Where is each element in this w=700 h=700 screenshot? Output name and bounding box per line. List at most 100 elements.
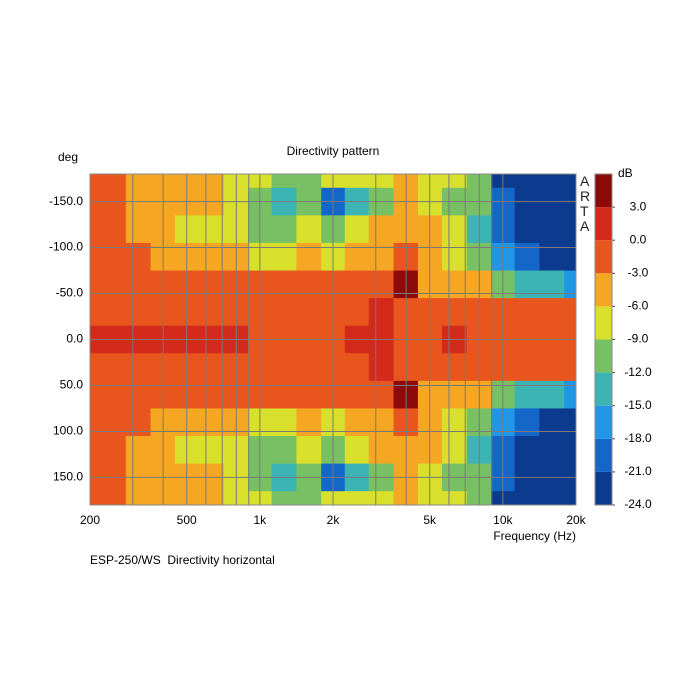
colorbar-swatch <box>595 471 612 505</box>
contour-cell <box>90 491 103 506</box>
contour-cell <box>564 353 577 382</box>
contour-cell <box>90 380 103 409</box>
contour-cell <box>296 298 322 327</box>
x-tick-label: 2k <box>327 513 341 527</box>
colorbar-swatch <box>595 438 612 472</box>
contour-cell <box>368 215 395 244</box>
contour-cell <box>90 242 103 272</box>
contour-cell <box>271 353 297 382</box>
contour-cell <box>101 215 127 244</box>
contour-cell <box>198 408 225 437</box>
colorbar-swatch <box>595 372 612 406</box>
contour-cell <box>198 491 225 506</box>
contour-cell <box>368 353 395 382</box>
contour-cell <box>514 298 540 327</box>
contour-cell <box>101 353 127 382</box>
colorbar-swatch <box>595 405 612 439</box>
contour-cell <box>271 215 297 244</box>
contour-cell <box>125 491 152 506</box>
contour-cell <box>344 215 370 244</box>
contour-cell <box>514 215 540 244</box>
contour-cell <box>125 408 152 437</box>
watermark: ARTA <box>580 173 591 234</box>
y-tick-label: 150.0 <box>53 470 83 484</box>
contour-cell <box>198 270 225 299</box>
contour-cell <box>198 174 225 189</box>
contour-cell <box>296 270 322 299</box>
contour-cell <box>344 174 370 189</box>
colorbar-swatch <box>595 240 612 274</box>
contour-cell <box>441 174 468 189</box>
contour-cell <box>368 491 395 506</box>
y-tick-label: 50.0 <box>60 378 84 392</box>
contour-cell <box>441 353 468 382</box>
x-axis-label: Frequency (Hz) <box>493 529 576 543</box>
colorbar-swatch <box>595 306 612 340</box>
contour-cell <box>344 270 370 299</box>
x-tick-label: 20k <box>566 513 586 527</box>
contour-cell <box>564 380 577 409</box>
footnote: ESP-250/WS Directivity horizontal <box>90 553 275 567</box>
contour-cell <box>564 408 577 437</box>
contour-cell <box>344 436 370 465</box>
contour-cell <box>271 270 297 299</box>
contour-cell <box>90 436 103 465</box>
colorbar-swatch <box>595 273 612 307</box>
contour-cell <box>368 174 395 189</box>
x-tick-label: 1k <box>254 513 268 527</box>
colorbar-tick-label: -3.0 <box>628 265 649 279</box>
contour-cell <box>271 436 297 465</box>
plot-border <box>89 173 577 506</box>
x-tick-label: 500 <box>177 513 197 527</box>
contour-cell <box>101 174 127 189</box>
contour-cell <box>564 270 577 299</box>
contour-cell <box>514 174 540 189</box>
contour-cell <box>514 491 540 506</box>
contour-cell <box>198 353 225 382</box>
contour-cell <box>368 408 395 437</box>
contour-cell <box>514 408 540 437</box>
contour-cell <box>539 408 565 437</box>
y-axis-label: deg <box>58 150 78 164</box>
contour-cell <box>296 436 322 465</box>
contour-cell <box>90 298 103 327</box>
contour-cell <box>90 270 103 299</box>
colorbar-tick-label: -24.0 <box>624 497 652 511</box>
colorbar-label: dB <box>618 166 633 180</box>
colorbar-tick-label: -9.0 <box>628 332 649 346</box>
contour-cell <box>271 408 297 437</box>
contour-cell <box>344 298 370 327</box>
colorbar-swatch <box>595 339 612 373</box>
contour-cell <box>90 353 103 382</box>
contour-cell <box>296 215 322 244</box>
colorbar-tick-label: -6.0 <box>628 299 649 313</box>
contour-cell <box>441 215 468 244</box>
contour-cell <box>271 174 297 189</box>
y-tick-label: 100.0 <box>53 424 83 438</box>
x-tick-label: 5k <box>423 513 437 527</box>
y-tick-label: -50.0 <box>56 286 84 300</box>
contour-cell <box>539 174 565 189</box>
contour-cell <box>564 436 577 465</box>
y-tick-label: -150.0 <box>49 194 83 208</box>
contour-cell <box>368 436 395 465</box>
colorbar-border <box>594 173 613 506</box>
contour-cell <box>125 270 152 299</box>
contour-cell <box>564 215 577 244</box>
contour-cell <box>564 174 577 189</box>
contour-cell <box>296 174 322 189</box>
contour-cell <box>539 270 565 299</box>
contour-cell <box>368 270 395 299</box>
contour-cell <box>564 491 577 506</box>
chart-title: Directivity pattern <box>287 144 380 158</box>
contour-cell <box>564 242 577 272</box>
contour-cell <box>296 491 322 506</box>
contour-cell <box>539 353 565 382</box>
contour-cell <box>441 491 468 506</box>
contour-cell <box>101 298 127 327</box>
contour-cell <box>441 408 468 437</box>
x-tick-label: 200 <box>80 513 100 527</box>
y-tick-label: -100.0 <box>49 240 83 254</box>
colorbar-tick-label: 0.0 <box>630 232 647 246</box>
